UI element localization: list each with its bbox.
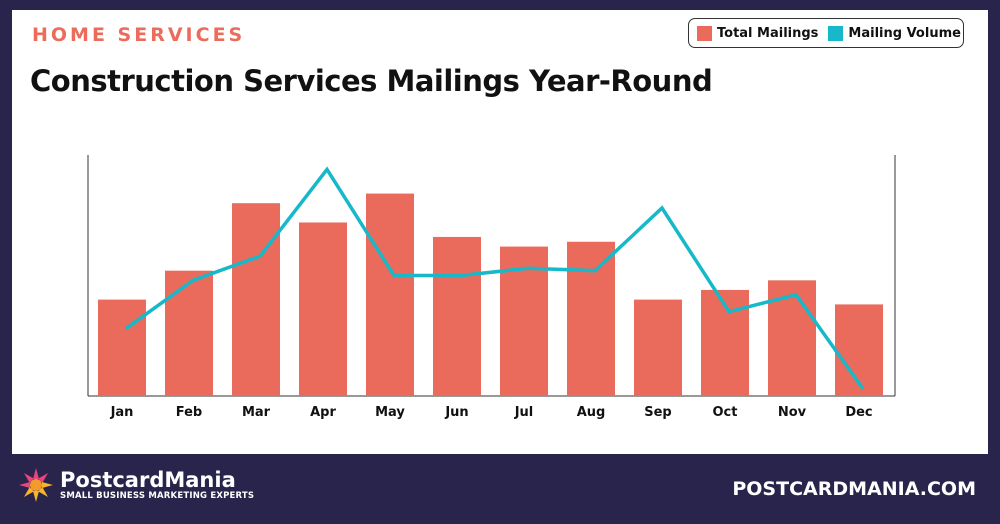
x-tick-label: Feb <box>176 405 202 420</box>
kicker: HOME SERVICES <box>32 24 246 46</box>
x-tick-label: Aug <box>577 405 606 420</box>
x-tick-label: Oct <box>713 405 738 420</box>
bar-jun <box>433 236 481 396</box>
legend-swatch <box>697 25 712 41</box>
x-tick-label: Apr <box>310 405 336 420</box>
x-tick-label: Sep <box>644 405 672 420</box>
x-tick-label: Mar <box>242 405 271 420</box>
brand-tagline: SMALL BUSINESS MARKETING EXPERTS <box>60 491 255 501</box>
legend-label: Total Mailings <box>717 25 819 41</box>
mailing-volume-line <box>124 166 865 390</box>
bar-jan <box>98 299 146 396</box>
legend-swatch <box>828 25 844 41</box>
x-tick-label: Jun <box>444 405 468 420</box>
legend-item-total-mailings: Total Mailings <box>697 25 819 41</box>
sunburst-logo-icon <box>19 468 53 502</box>
x-tick-label: Dec <box>845 405 872 420</box>
chart-plot: Jan Feb Mar Apr May Jun Jul Aug Sep Oct Nov Dec <box>87 155 896 420</box>
brand-name: PostcardMania <box>60 468 236 492</box>
legend-item-mailing-volume: Mailing Volume <box>828 25 961 41</box>
x-tick-label: Jan <box>110 405 134 420</box>
bar-feb <box>165 270 213 396</box>
bar-nov <box>768 280 816 396</box>
bar-aug <box>567 241 615 396</box>
legend-label: Mailing Volume <box>848 25 961 41</box>
legend: Total Mailings Mailing Volume <box>688 18 964 48</box>
bar-mar <box>232 203 280 396</box>
x-tick-label: May <box>375 405 405 420</box>
postcardmania-logo: PostcardMania SMALL BUSINESS MARKETING E… <box>18 467 254 503</box>
x-tick-label: Jul <box>514 405 534 420</box>
chart-title: Construction Services Mailings Year-Roun… <box>30 64 713 98</box>
x-tick-label: Nov <box>778 405 807 420</box>
bar-apr <box>299 222 347 396</box>
bar-may <box>366 193 414 396</box>
website-url[interactable]: POSTCARDMANIA.COM <box>732 478 976 500</box>
bar-sep <box>634 299 682 396</box>
